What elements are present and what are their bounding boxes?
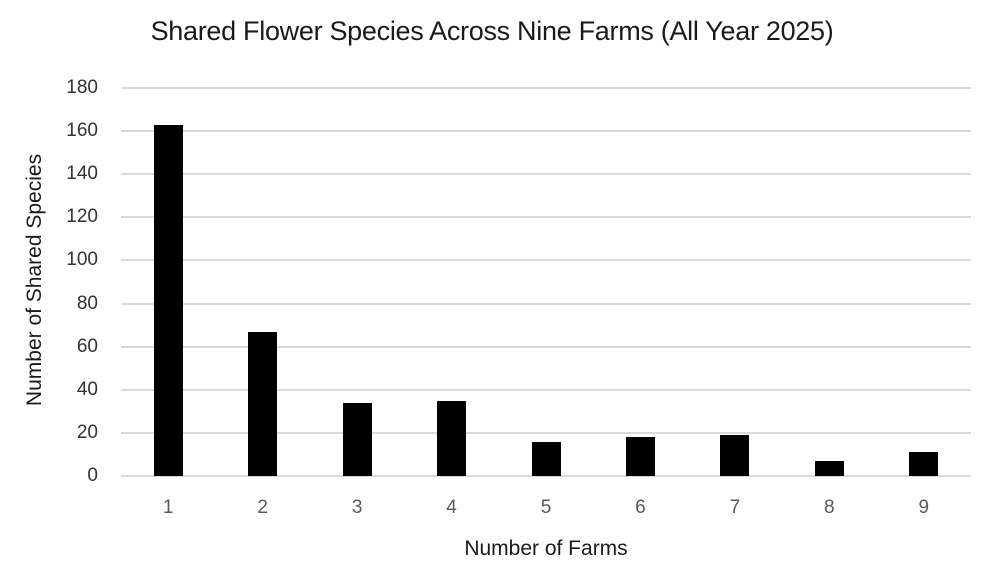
- bar-2: [248, 331, 278, 476]
- gridline: [121, 87, 971, 89]
- gridline: [121, 388, 971, 391]
- gridline: [121, 216, 971, 219]
- x-tick-label: 6: [635, 497, 646, 518]
- y-tick-label: 0: [87, 465, 98, 486]
- bar-1: [153, 124, 183, 476]
- y-tick-label: 140: [66, 163, 98, 185]
- y-tick-label: 40: [76, 378, 98, 400]
- gridline: [121, 475, 971, 477]
- gridline: [121, 345, 971, 348]
- gridline: [121, 173, 971, 176]
- x-axis-label: Number of Farms: [464, 537, 628, 560]
- gridline: [121, 130, 971, 133]
- x-tick-label: 2: [257, 497, 268, 518]
- gridline: [121, 302, 971, 305]
- x-tick-label: 3: [351, 497, 363, 518]
- x-tick-label: 8: [824, 497, 835, 518]
- x-tick-label: 7: [729, 497, 741, 518]
- y-tick-label: 160: [66, 120, 98, 142]
- bar-4: [437, 400, 467, 476]
- y-axis-label: Number of Shared Species: [23, 153, 46, 407]
- bar-9: [909, 452, 939, 476]
- x-tick-label: 9: [918, 497, 930, 518]
- bar-7: [720, 435, 750, 476]
- bar-6: [625, 437, 655, 476]
- bar-8: [814, 460, 844, 476]
- y-tick-label: 20: [76, 421, 98, 443]
- bar-3: [342, 402, 372, 476]
- gridline: [121, 431, 971, 434]
- x-tick-label: 4: [446, 497, 457, 518]
- y-tick-label: 180: [66, 77, 98, 98]
- y-tick-label: 120: [66, 206, 98, 228]
- bar-5: [531, 441, 561, 476]
- gridline: [121, 259, 971, 262]
- y-tick-label: 60: [76, 335, 98, 357]
- x-tick-label: 5: [540, 497, 552, 518]
- plot-area: [121, 87, 971, 477]
- x-tick-label: 1: [162, 497, 174, 518]
- chart-title: Shared Flower Species Across Nine Farms …: [150, 16, 834, 46]
- y-tick-label: 100: [66, 249, 98, 271]
- y-tick-label: 80: [76, 292, 98, 314]
